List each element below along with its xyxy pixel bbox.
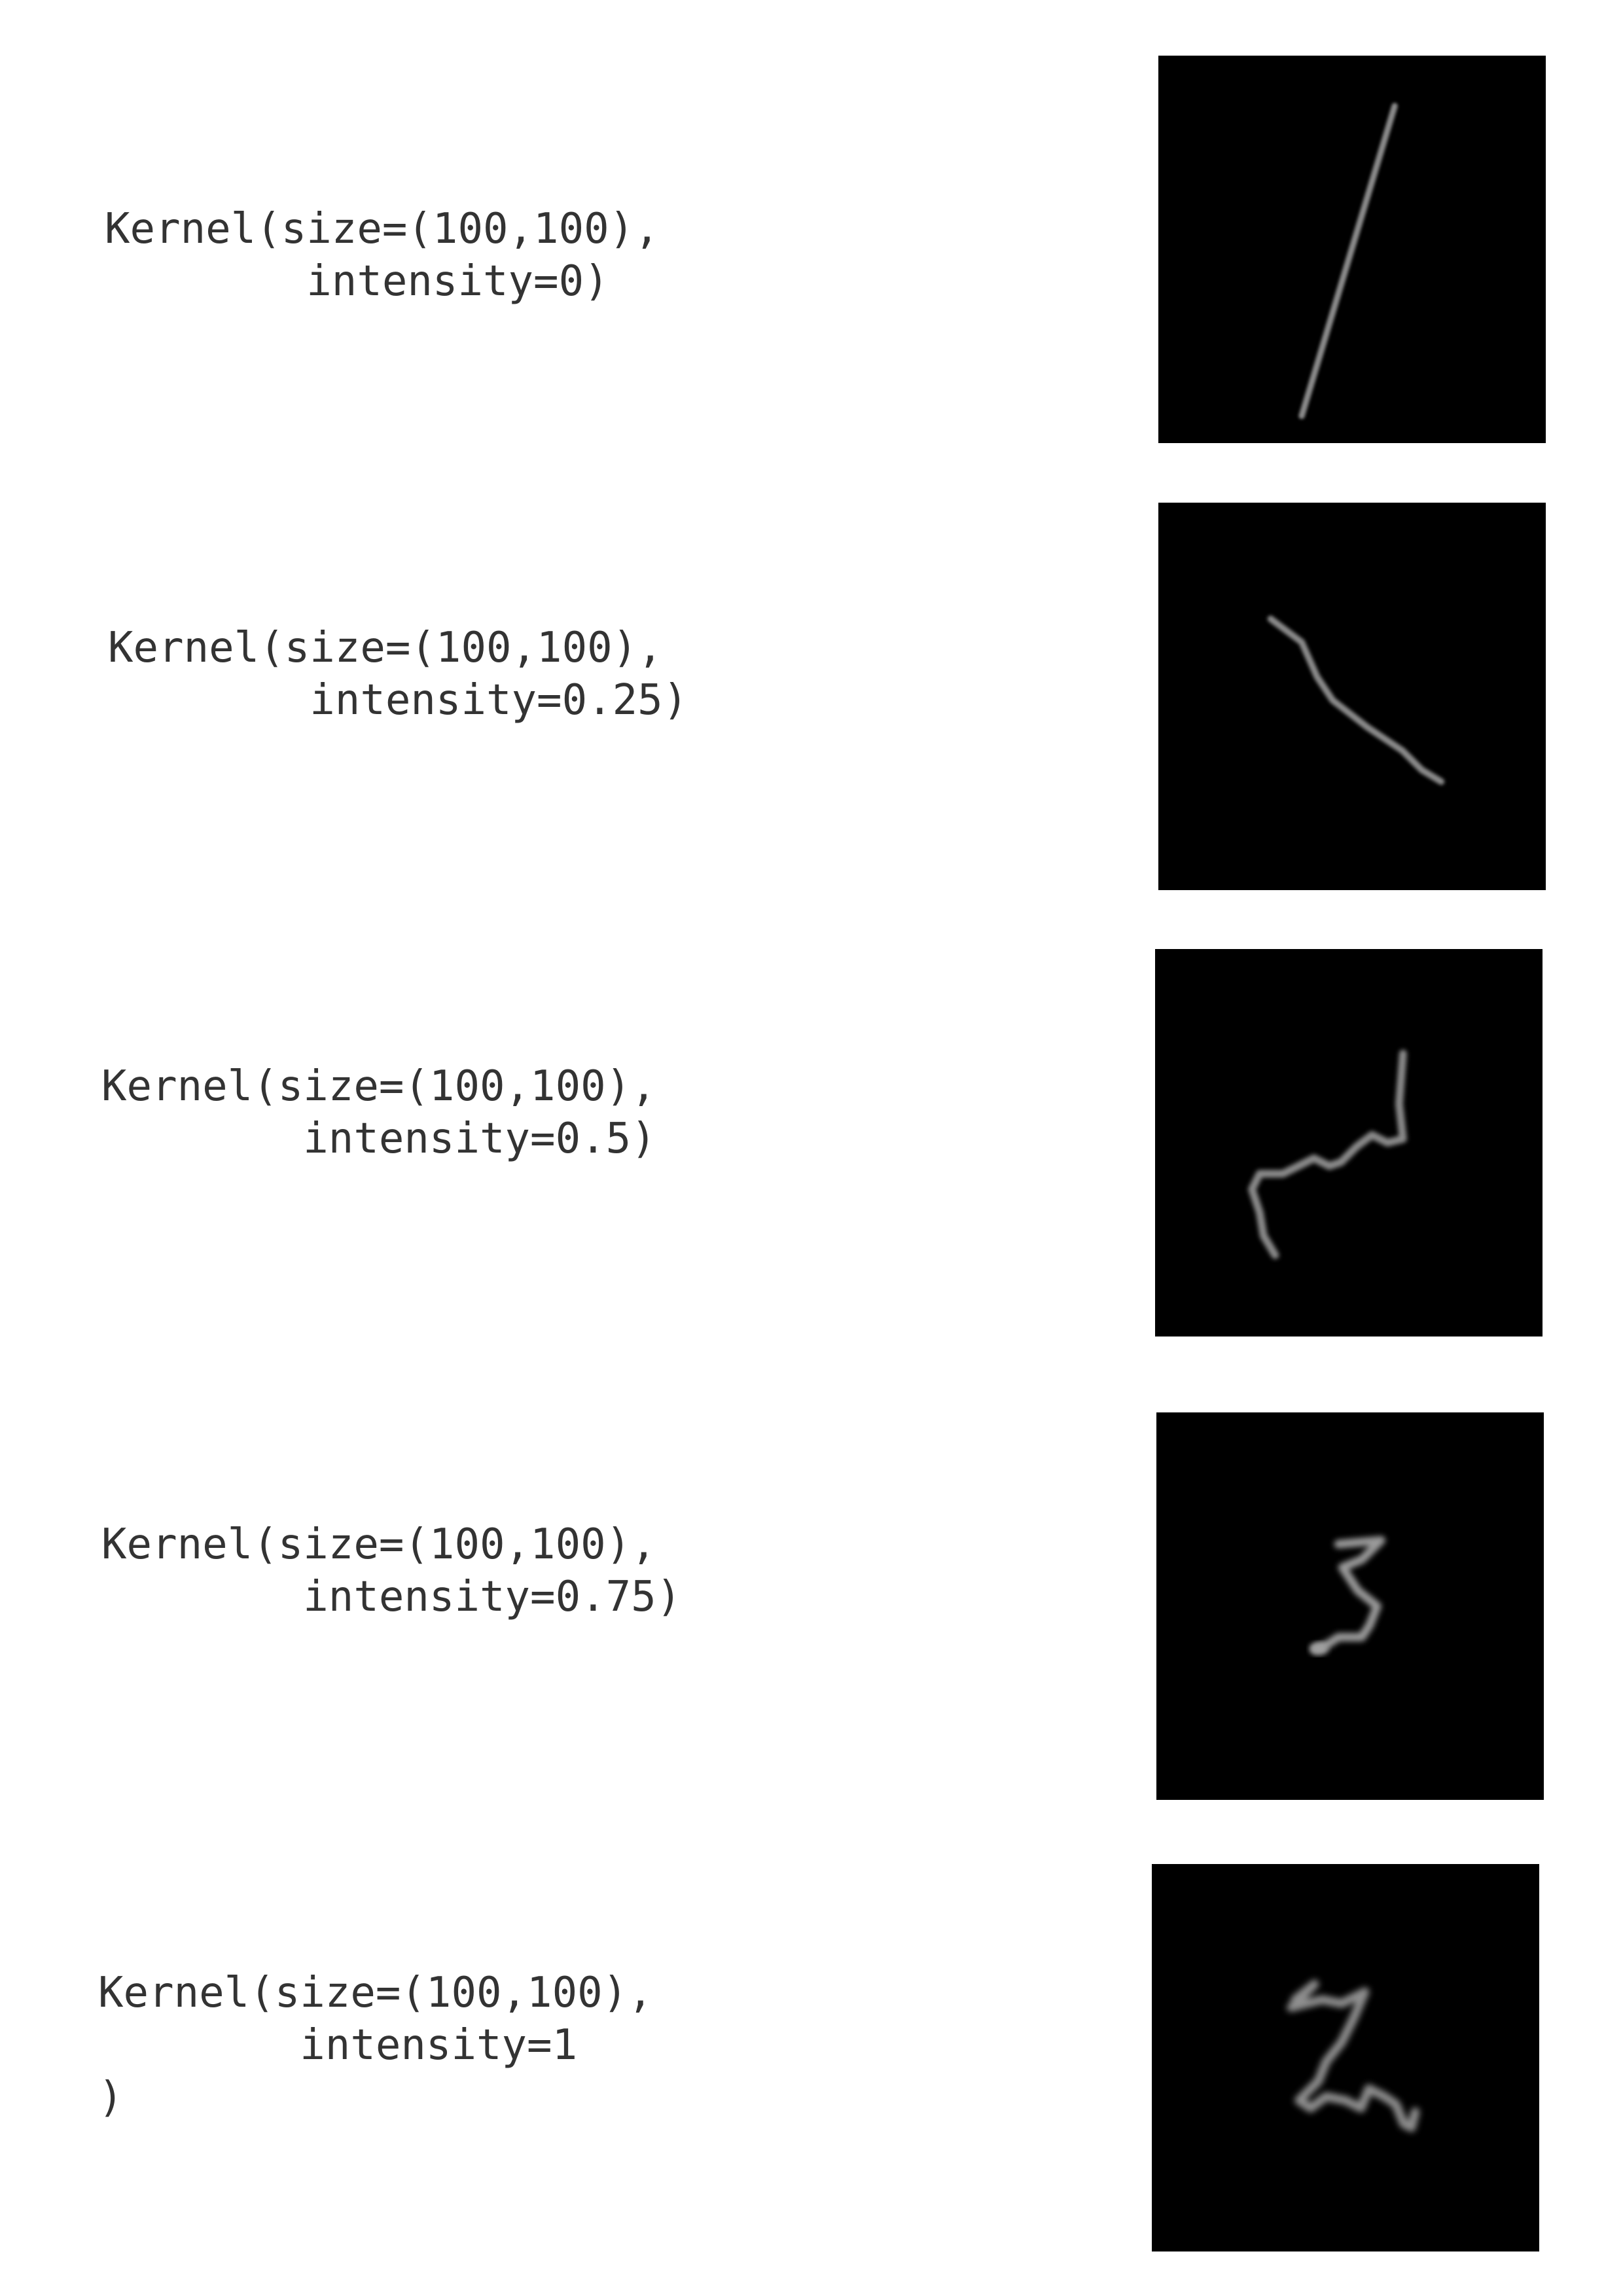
kernel-label-intensity-0-5: Kernel(size=(100,100), intensity=0.5)	[101, 1062, 656, 1163]
kernel-label-intensity-0-75: Kernel(size=(100,100), intensity=0.75)	[101, 1520, 682, 1621]
blur-kernel-path	[1298, 103, 1398, 420]
kernel-image-intensity-0-5	[1155, 949, 1543, 1336]
kernel-image-intensity-0-75	[1156, 1412, 1544, 1800]
blur-kernel-path	[1248, 1049, 1407, 1259]
kernel-image-intensity-1	[1152, 1864, 1539, 2251]
kernel-label-intensity-0-25: Kernel(size=(100,100), intensity=0.25)	[108, 624, 688, 725]
blur-kernel-path	[1310, 1535, 1385, 1655]
kernel-image-intensity-0-25	[1158, 503, 1546, 890]
blur-kernel-path	[1267, 615, 1445, 785]
kernel-label-intensity-1: Kernel(size=(100,100), intensity=1 )	[98, 1969, 653, 2122]
kernel-image-intensity-0	[1158, 56, 1546, 443]
blur-kernel-path	[1287, 1979, 1420, 2132]
kernel-label-intensity-0: Kernel(size=(100,100), intensity=0)	[105, 205, 660, 306]
